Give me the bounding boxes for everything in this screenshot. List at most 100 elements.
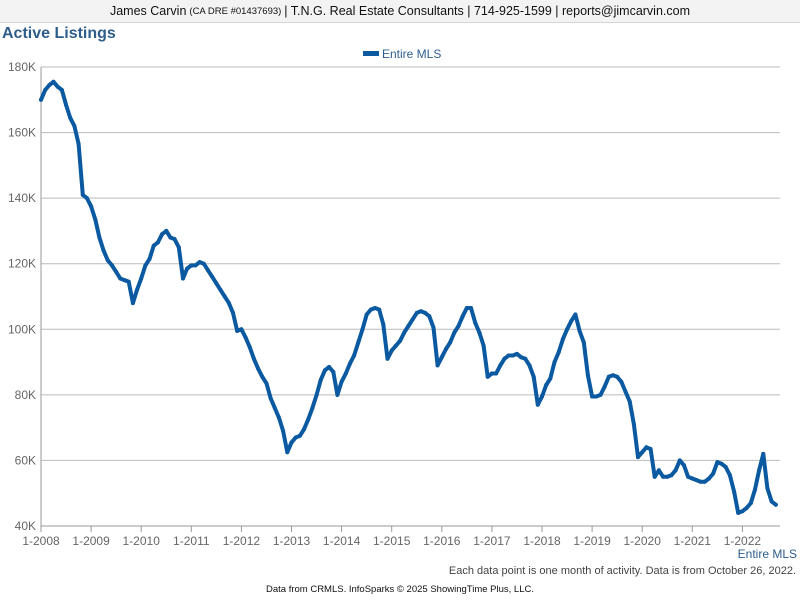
data-point[interactable] (398, 338, 403, 343)
data-point[interactable] (72, 124, 77, 128)
data-point[interactable] (707, 476, 711, 481)
data-point[interactable] (135, 287, 139, 292)
data-point[interactable] (569, 319, 574, 324)
data-point[interactable] (260, 374, 265, 379)
data-point[interactable] (51, 79, 56, 84)
data-point[interactable] (76, 142, 81, 146)
data-point[interactable] (210, 274, 215, 279)
data-point[interactable] (93, 217, 98, 222)
data-point[interactable] (648, 447, 653, 451)
data-point[interactable] (481, 343, 486, 348)
data-point[interactable] (101, 248, 106, 253)
data-point[interactable] (711, 471, 716, 476)
data-point[interactable] (431, 325, 436, 330)
data-point[interactable] (448, 340, 453, 345)
data-point[interactable] (68, 115, 73, 120)
data-point[interactable] (306, 417, 311, 422)
data-point[interactable] (736, 510, 741, 515)
data-point[interactable] (293, 435, 298, 440)
data-point[interactable] (122, 278, 127, 283)
data-point[interactable] (302, 427, 306, 432)
data-point[interactable] (331, 369, 336, 374)
data-point[interactable] (590, 394, 595, 399)
data-point[interactable] (665, 474, 670, 479)
data-point[interactable] (110, 263, 114, 268)
data-point[interactable] (435, 363, 440, 368)
data-point[interactable] (176, 245, 181, 250)
data-point[interactable] (506, 353, 511, 358)
data-point[interactable] (464, 306, 469, 310)
data-point[interactable] (694, 478, 699, 483)
data-point[interactable] (235, 328, 240, 333)
data-point[interactable] (765, 486, 770, 491)
data-point[interactable] (715, 460, 720, 465)
data-point[interactable] (527, 363, 532, 368)
data-point[interactable] (160, 232, 165, 237)
data-point[interactable] (636, 455, 640, 460)
data-point[interactable] (619, 379, 624, 384)
data-point[interactable] (89, 204, 94, 209)
data-point[interactable] (402, 330, 407, 335)
data-point[interactable] (143, 263, 148, 268)
data-point[interactable] (256, 366, 261, 371)
data-point[interactable] (347, 361, 352, 366)
data-point[interactable] (456, 324, 461, 328)
data-point[interactable] (523, 356, 528, 361)
data-point[interactable] (727, 473, 732, 478)
data-point[interactable] (43, 88, 48, 92)
data-point[interactable] (556, 350, 561, 355)
data-point[interactable] (268, 396, 273, 401)
data-point[interactable] (239, 327, 244, 332)
data-point[interactable] (544, 383, 549, 387)
data-point[interactable] (652, 474, 657, 479)
data-point[interactable] (719, 461, 724, 466)
data-point[interactable] (218, 287, 223, 292)
data-point[interactable] (222, 294, 227, 299)
data-point[interactable] (623, 389, 628, 394)
data-point[interactable] (385, 356, 390, 361)
data-point[interactable] (189, 263, 194, 268)
data-point[interactable] (39, 97, 43, 102)
data-point[interactable] (343, 371, 348, 376)
data-point[interactable] (310, 406, 315, 410)
data-point[interactable] (669, 473, 674, 478)
data-point[interactable] (226, 301, 231, 306)
data-point[interactable] (644, 445, 649, 450)
data-point[interactable] (373, 306, 377, 310)
data-point[interactable] (181, 276, 185, 281)
data-point[interactable] (656, 468, 661, 473)
data-point[interactable] (535, 402, 540, 407)
data-point[interactable] (406, 324, 411, 328)
data-point[interactable] (322, 368, 327, 373)
data-point[interactable] (769, 499, 774, 504)
data-point[interactable] (297, 433, 302, 438)
data-point[interactable] (368, 307, 373, 312)
data-point[interactable] (47, 83, 52, 87)
data-point[interactable] (339, 379, 344, 384)
data-point[interactable] (677, 458, 682, 463)
data-point[interactable] (247, 345, 252, 350)
data-point[interactable] (752, 487, 757, 492)
data-point[interactable] (410, 317, 415, 322)
data-point[interactable] (444, 347, 448, 351)
data-point[interactable] (172, 237, 177, 242)
data-point[interactable] (360, 327, 365, 332)
data-point[interactable] (423, 310, 428, 315)
data-point[interactable] (168, 235, 173, 240)
data-point[interactable] (577, 328, 582, 333)
data-point[interactable] (289, 440, 294, 445)
series-line[interactable] (39, 79, 778, 515)
data-point[interactable] (389, 348, 394, 353)
data-point[interactable] (748, 501, 753, 506)
data-point[interactable] (515, 351, 519, 356)
data-point[interactable] (118, 276, 123, 281)
data-point[interactable] (318, 378, 323, 383)
data-point[interactable] (231, 310, 235, 315)
data-point[interactable] (84, 196, 89, 201)
data-point[interactable] (285, 450, 290, 455)
data-point[interactable] (314, 392, 319, 397)
data-point[interactable] (126, 279, 131, 284)
data-point[interactable] (352, 353, 357, 358)
data-point[interactable] (277, 415, 281, 420)
data-point[interactable] (130, 301, 135, 306)
